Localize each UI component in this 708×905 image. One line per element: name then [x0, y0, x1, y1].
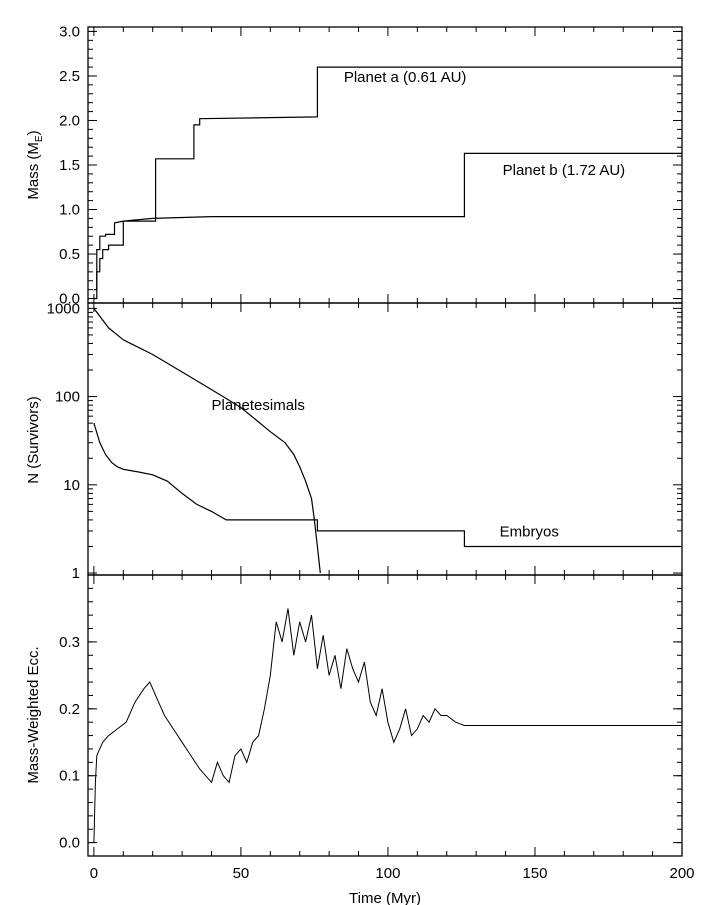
mass-y-tick-label: 0.5 — [59, 246, 80, 263]
eccentricity-series-0-line — [93, 608, 682, 843]
mass-y-tick-label: 1.0 — [59, 202, 80, 219]
mass-annotations: Planet a (0.61 AU) Planet b (1.72 AU) — [344, 69, 625, 179]
x-axis-title: Time (Myr) — [349, 890, 421, 905]
annotation-planet-a-0-61-au: Planet a (0.61 AU) — [344, 69, 467, 86]
eccentricity-axis-title: Mass-Weighted Ecc. — [25, 646, 42, 783]
survivors-y-tick-label: 1 — [72, 565, 80, 582]
eccentricity-y-tick-label: 0.0 — [59, 835, 80, 852]
x-tick-label: 50 — [233, 865, 250, 882]
mass-y-tick-label: 0.0 — [59, 291, 80, 308]
eccentricity-panel-frame — [87, 574, 683, 857]
eccentricity-y-tick-label: 0.3 — [59, 634, 80, 651]
x-tick-label: 200 — [669, 865, 694, 882]
x-axis-ticks: 0 50 100 150 200 — [90, 27, 695, 882]
mass-y-tick-label: 3.0 — [59, 23, 80, 40]
survivors-axis-title: N (Survivors) — [25, 396, 42, 484]
survivors-y-tick-label: 10 — [63, 477, 80, 494]
annotation-embryos: Embryos — [500, 523, 559, 540]
x-tick-label: 100 — [375, 865, 400, 882]
survivors-y-tick-label: 1000 — [47, 300, 80, 317]
series-planetesimals-line — [93, 308, 321, 574]
mass-axis-title: Mass (ME) — [25, 130, 45, 199]
x-tick-label: 150 — [522, 865, 547, 882]
series-planet-b-1-72-au-line — [93, 152, 682, 300]
mass-series-group — [93, 66, 682, 300]
survivors-series-group — [93, 308, 682, 574]
eccentricity-panel: 0.0 0.1 0.2 0.3 Mass-Weighted Ecc. — [25, 574, 683, 857]
survivors-panel: 1 10 100 1000 Planetesimals Embryos N (Survi… — [25, 300, 683, 582]
mass-panel: 0.0 0.5 1.0 1.5 2.0 2.5 3.0 Planet a (0.61 AU)… — [25, 23, 683, 308]
eccentricity-y-ticks: 0.0 0.1 0.2 0.3 — [59, 574, 682, 852]
x-tick-label: 0 — [90, 865, 98, 882]
eccentricity-series-group — [93, 608, 682, 843]
series-embryos-line — [93, 422, 682, 548]
series-planet-a-0-61-au-line — [93, 66, 682, 291]
survivors-annotations: Planetesimals Embryos — [212, 397, 559, 540]
mass-y-tick-label: 2.5 — [59, 68, 80, 85]
survivors-y-ticks: 1 10 100 1000 — [47, 300, 682, 582]
mass-y-ticks: 0.0 0.5 1.0 1.5 2.0 2.5 3.0 — [59, 23, 682, 308]
eccentricity-y-tick-label: 0.1 — [59, 768, 80, 785]
annotation-planet-b-1-72-au: Planet b (1.72 AU) — [503, 162, 626, 179]
mass-y-tick-label: 1.5 — [59, 157, 80, 174]
survivors-panel-frame — [87, 302, 683, 576]
survivors-y-tick-label: 100 — [55, 389, 80, 406]
eccentricity-y-tick-label: 0.2 — [59, 701, 80, 718]
annotation-planetesimals: Planetesimals — [212, 397, 305, 414]
mass-y-tick-label: 2.0 — [59, 112, 80, 129]
